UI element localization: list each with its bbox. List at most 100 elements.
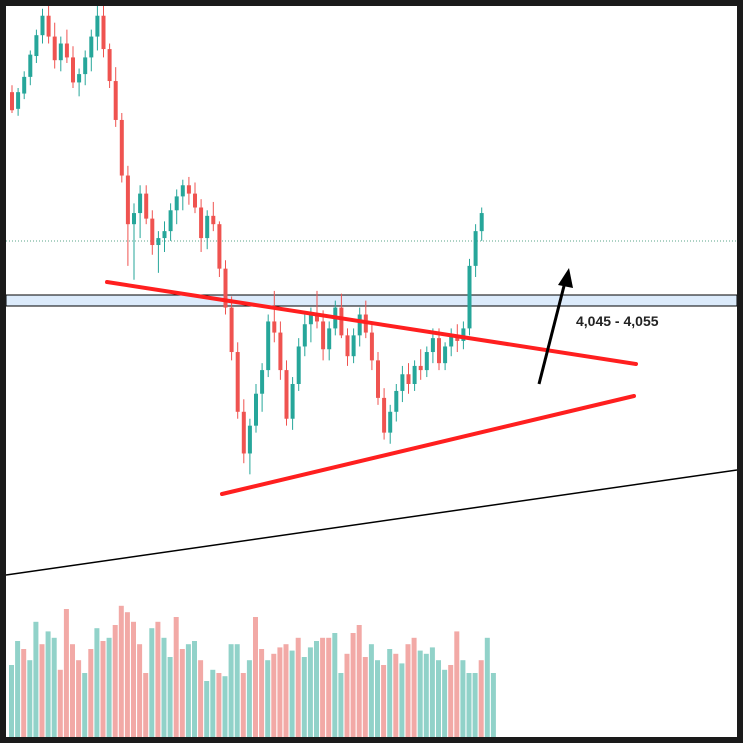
candle: [52, 22, 57, 69]
candle: [199, 199, 204, 252]
candle-body: [40, 15, 45, 36]
candle: [467, 258, 472, 336]
candle-body: [211, 215, 216, 225]
candle: [266, 314, 271, 378]
candle: [284, 360, 289, 426]
volume-bar: [405, 644, 411, 737]
volume-bar: [375, 660, 380, 737]
candle-body: [138, 193, 143, 214]
candle-body: [412, 365, 417, 384]
candle-body: [479, 213, 484, 232]
candle: [339, 293, 344, 339]
candle-body: [443, 346, 448, 364]
volume-bar: [271, 653, 277, 737]
volume-bar: [436, 660, 441, 737]
candle-body: [278, 332, 283, 371]
candle: [345, 328, 350, 366]
volume-bar: [204, 681, 210, 737]
candle: [150, 210, 155, 255]
candle: [156, 231, 161, 273]
candle-body: [71, 57, 75, 83]
candle-body: [22, 76, 27, 94]
candle: [290, 377, 295, 430]
candle-body: [327, 328, 332, 350]
candle-body: [199, 207, 204, 239]
candle-body: [260, 370, 265, 394]
volume-bar: [88, 649, 94, 737]
volume-bar: [301, 657, 307, 737]
volume-bar: [210, 669, 216, 737]
candle-body: [272, 321, 277, 333]
volume-bar: [82, 673, 88, 737]
volume-bar: [368, 644, 374, 737]
candle: [34, 29, 39, 63]
volume-bar: [222, 676, 228, 737]
candle-body: [467, 265, 472, 329]
candle: [186, 176, 191, 205]
volume-bar: [393, 653, 399, 737]
volume-bar: [39, 644, 45, 737]
volume-bar: [332, 633, 338, 737]
volume-bar: [137, 644, 143, 737]
volume-bar: [265, 660, 271, 737]
candle: [260, 363, 265, 412]
candle-body: [315, 313, 319, 322]
candle: [394, 383, 399, 422]
candle-body: [28, 54, 33, 77]
volume-bar: [326, 637, 332, 737]
volume-bar: [283, 644, 289, 737]
volume-bar: [155, 621, 161, 737]
candle: [302, 314, 307, 357]
volume-bar: [70, 644, 75, 737]
candle: [107, 43, 112, 88]
candle: [296, 338, 301, 391]
candle-body: [266, 321, 271, 371]
volume-bar: [63, 609, 69, 737]
candle: [144, 185, 149, 225]
candle: [473, 224, 478, 277]
candle: [376, 352, 380, 405]
candle-body: [290, 383, 295, 419]
candle-body: [388, 411, 393, 433]
volume-bar: [21, 649, 27, 737]
volume-bar: [131, 621, 136, 737]
candle: [247, 418, 252, 475]
volume-bar: [356, 625, 362, 737]
candle-body: [369, 332, 374, 361]
candle: [229, 296, 234, 361]
volume-bar: [173, 617, 179, 737]
volume-bar: [45, 631, 51, 737]
volume-bar: [33, 621, 39, 737]
candle: [132, 203, 136, 280]
candle: [449, 328, 454, 357]
candle-body: [180, 185, 185, 197]
candle: [412, 360, 417, 391]
candle-body: [284, 370, 289, 419]
volume-bar: [350, 633, 356, 737]
volume-bar: [490, 673, 496, 737]
candle-body: [16, 92, 21, 109]
candle: [400, 365, 405, 403]
candle: [77, 68, 82, 97]
volume-bar: [314, 641, 319, 737]
candle: [119, 113, 124, 183]
candle-body: [217, 224, 222, 269]
candle-body: [418, 365, 423, 371]
volume-bar: [448, 665, 454, 737]
candle-body: [10, 92, 14, 111]
triangle-lower-trendline: [220, 394, 636, 496]
candle: [418, 349, 423, 380]
candle: [321, 310, 326, 361]
volume-bar: [381, 665, 387, 737]
candle: [278, 321, 283, 380]
candle-body: [101, 15, 106, 50]
zone-price-label: 4,045 - 4,055: [576, 313, 659, 329]
candle-body: [174, 196, 179, 211]
candle-body: [107, 49, 112, 82]
candle-body: [223, 268, 228, 308]
candle: [64, 29, 69, 63]
candle-body: [64, 43, 69, 58]
candle-body: [119, 119, 124, 176]
volume-bar: [387, 649, 393, 737]
candle: [40, 8, 45, 44]
